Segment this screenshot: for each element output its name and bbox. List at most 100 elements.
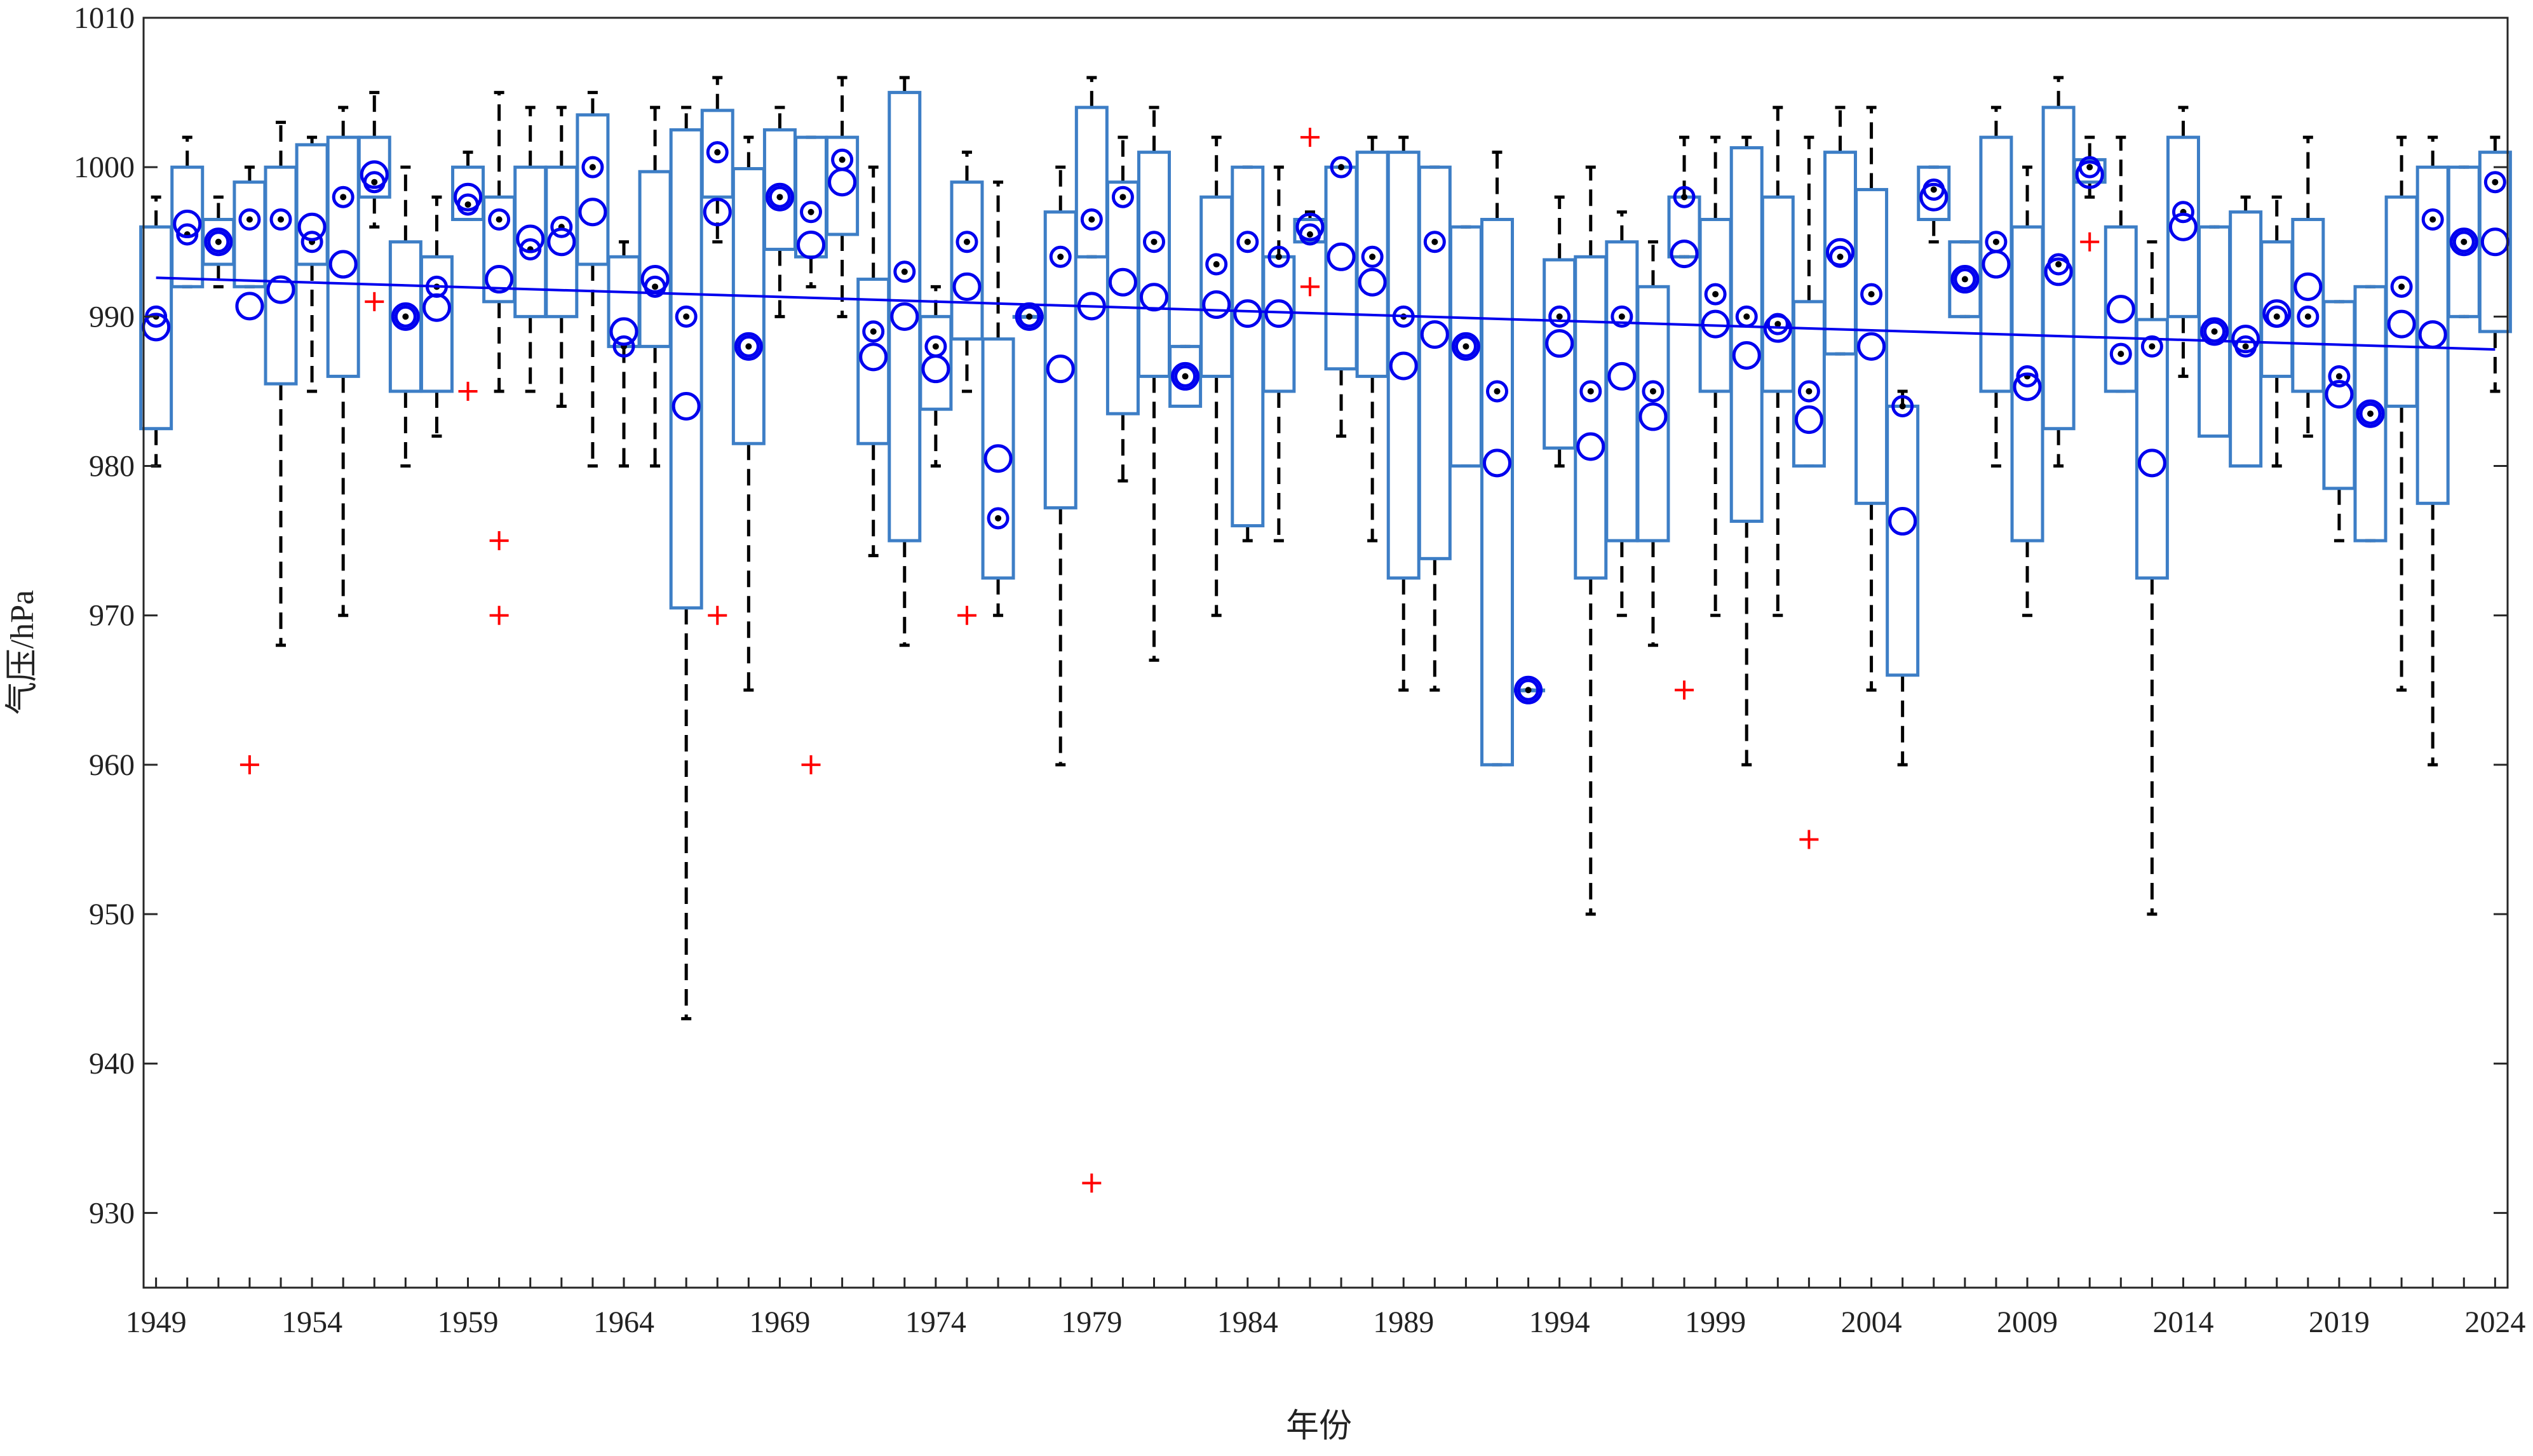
mean-marker — [2137, 448, 2166, 478]
box-1954 — [295, 135, 329, 393]
box-1953 — [264, 121, 298, 647]
mean-marker — [2044, 257, 2073, 286]
box-1975 — [950, 151, 984, 625]
median-dot — [2273, 313, 2280, 320]
mean-marker — [1233, 299, 1262, 328]
outlier-marker — [240, 755, 259, 774]
median-dot — [1556, 313, 1563, 320]
mean-marker — [983, 444, 1013, 473]
median-dot — [652, 283, 659, 290]
mean-marker — [1982, 250, 2011, 279]
median-marker — [488, 208, 511, 231]
x-tick-label: 1979 — [1061, 1305, 1122, 1339]
mean-marker — [828, 168, 857, 197]
box-body — [919, 314, 953, 411]
box-body — [1760, 195, 1795, 393]
median-dot — [963, 238, 970, 245]
outlier-marker — [1675, 680, 1694, 700]
box-2005 — [1886, 389, 1920, 767]
median-marker — [1361, 245, 1384, 268]
mean-marker — [235, 292, 264, 321]
box-2013 — [2135, 240, 2169, 916]
median-dot — [1462, 343, 1469, 350]
outlier-marker — [458, 381, 478, 401]
y-tick-label: 930 — [89, 1196, 135, 1230]
mean-marker — [1108, 267, 1137, 297]
median-dot — [2461, 238, 2468, 245]
box-1976 — [981, 180, 1015, 617]
median-marker — [1423, 231, 1446, 253]
box-1974 — [919, 285, 953, 468]
box-body — [1137, 151, 1172, 378]
mean-marker — [454, 182, 483, 212]
median-dot — [371, 179, 378, 185]
mean-marker — [547, 227, 576, 257]
box-1956 — [357, 91, 391, 311]
box-body — [1854, 187, 1889, 505]
median-dot — [1712, 291, 1719, 298]
median-dot — [745, 343, 752, 350]
median-dot — [1992, 238, 1999, 245]
median-marker — [301, 231, 323, 253]
median-marker — [893, 260, 916, 283]
mean-marker — [1576, 432, 1605, 461]
mean-marker — [1389, 351, 1418, 381]
mean-marker — [703, 198, 732, 227]
median-dot — [496, 216, 503, 223]
outlier-marker — [1799, 830, 1819, 849]
mean-marker — [266, 275, 295, 304]
mean-marker — [1794, 405, 1823, 435]
median-dot — [776, 194, 783, 201]
median-marker — [1611, 305, 1633, 328]
median-marker — [1236, 231, 1259, 253]
x-tick-label: 2004 — [1841, 1305, 1902, 1339]
median-marker — [2328, 365, 2351, 388]
box-body — [326, 135, 360, 378]
y-tick-label: 950 — [89, 898, 135, 931]
median-marker — [706, 141, 729, 164]
median-marker — [269, 208, 292, 231]
outlier-marker — [1082, 1173, 1102, 1193]
median-marker — [2483, 171, 2506, 194]
median-dot — [870, 328, 877, 335]
median-dot — [1930, 186, 1937, 193]
mean-marker — [2449, 227, 2478, 257]
axes: 930 940 950 960 970 980 990 1000 1010 1949 1954 195… — [74, 1, 2525, 1339]
median-dot — [1587, 388, 1594, 394]
x-tick-label: 1954 — [281, 1305, 342, 1339]
median-dot — [2304, 313, 2311, 320]
x-tick-label: 1999 — [1685, 1305, 1746, 1339]
y-axis-label: 气压/hPa — [4, 590, 41, 715]
mean-marker — [1732, 340, 1761, 370]
box-body — [825, 135, 860, 236]
mean-marker — [328, 250, 358, 279]
median-dot — [1774, 321, 1781, 328]
outlier-marker — [957, 605, 976, 625]
box-body — [2353, 285, 2388, 543]
median-dot — [1837, 253, 1844, 260]
median-dot — [2335, 373, 2342, 380]
x-tick-label: 1964 — [593, 1305, 654, 1339]
median-marker — [394, 305, 417, 328]
median-marker — [581, 156, 604, 179]
box-body — [2072, 158, 2107, 184]
box-body — [2104, 225, 2138, 393]
outlier-marker — [1300, 277, 1320, 297]
box-1950 — [170, 135, 205, 288]
y-tick-label: 990 — [89, 300, 135, 334]
median-marker — [1704, 283, 1727, 306]
mean-marker — [2262, 299, 2292, 328]
trend-line — [156, 276, 2496, 351]
median-dot — [1026, 313, 1033, 320]
median-marker — [1642, 380, 1665, 403]
box-body — [451, 165, 485, 221]
mean-marker — [391, 302, 420, 331]
median-dot — [714, 149, 721, 156]
mean-marker — [516, 224, 545, 253]
box-2000 — [1729, 135, 1764, 767]
mean-marker — [1420, 320, 1449, 349]
x-tick-label: 1959 — [438, 1305, 499, 1339]
box-body — [139, 225, 173, 431]
box-1986 — [1293, 128, 1327, 297]
median-dot — [2055, 261, 2062, 268]
